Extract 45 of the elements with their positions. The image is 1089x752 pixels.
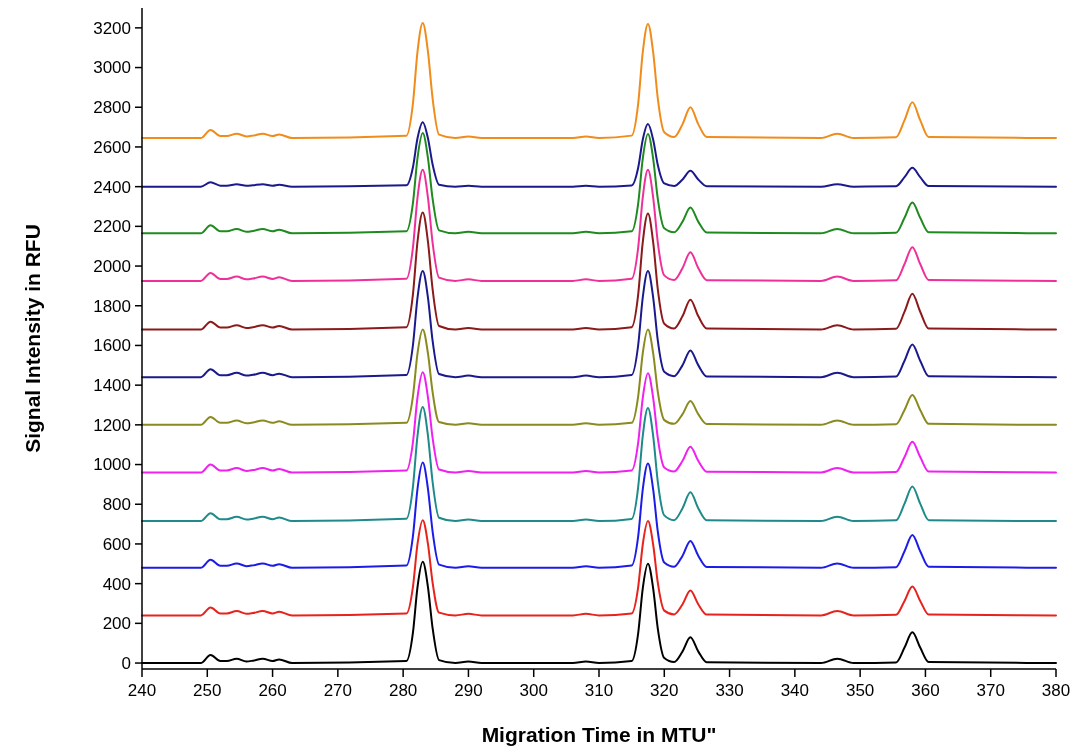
x-tick-label: 260: [258, 681, 287, 700]
x-tick-label: 270: [323, 681, 353, 700]
x-tick-label: 240: [127, 681, 157, 700]
y-tick-label: 2000: [93, 257, 131, 276]
y-tick-label: 2800: [93, 98, 131, 118]
x-tick-label: 340: [780, 681, 810, 700]
y-tick-label: 400: [102, 574, 131, 594]
y-tick-label: 3000: [93, 58, 131, 78]
y-tick-label: 1000: [93, 455, 131, 475]
x-tick-label: 370: [976, 681, 1005, 700]
x-tick-label: 380: [1041, 681, 1071, 700]
x-axis-title: Migration Time in MTU": [481, 723, 717, 746]
y-tick-label: 800: [102, 495, 131, 515]
line-series: [141, 461, 1057, 569]
y-tick-label: 1400: [93, 376, 131, 396]
y-tick-label: 2600: [93, 137, 131, 157]
line-series: [141, 270, 1057, 379]
y-tick-label: 2400: [93, 177, 131, 197]
x-tick-label: 250: [193, 681, 222, 700]
y-tick-label: 1800: [93, 296, 131, 316]
y-tick-label: 200: [102, 614, 131, 634]
line-series: [141, 328, 1057, 426]
line-series: [141, 168, 1057, 282]
line-series: [141, 519, 1057, 617]
x-tick-label: 310: [584, 681, 614, 700]
x-tick-label: 320: [650, 681, 679, 700]
line-series: [141, 371, 1057, 474]
y-tick-label: 1200: [93, 415, 131, 435]
x-tick-label: 350: [845, 681, 875, 700]
y-tick-label: 2200: [93, 217, 131, 237]
x-tick-label: 280: [388, 681, 418, 700]
y-axis-title: Signal Intensity in RFU: [21, 224, 44, 453]
x-tick-label: 300: [519, 681, 548, 700]
line-series: [141, 211, 1057, 331]
y-tick-label: 3200: [93, 18, 131, 38]
y-tick-label: 1600: [93, 336, 131, 356]
x-tick-label: 360: [911, 681, 940, 700]
line-series: [141, 405, 1057, 523]
x-tick-label: 290: [454, 681, 483, 700]
line-series: [141, 121, 1057, 188]
line-series: [141, 132, 1057, 235]
y-tick-label: 0: [121, 654, 131, 673]
line-series: [141, 21, 1057, 140]
y-tick-label: 600: [102, 534, 131, 554]
x-tick-label: 330: [715, 681, 744, 700]
